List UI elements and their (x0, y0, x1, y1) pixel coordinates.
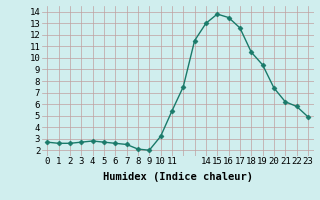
X-axis label: Humidex (Indice chaleur): Humidex (Indice chaleur) (103, 172, 252, 182)
